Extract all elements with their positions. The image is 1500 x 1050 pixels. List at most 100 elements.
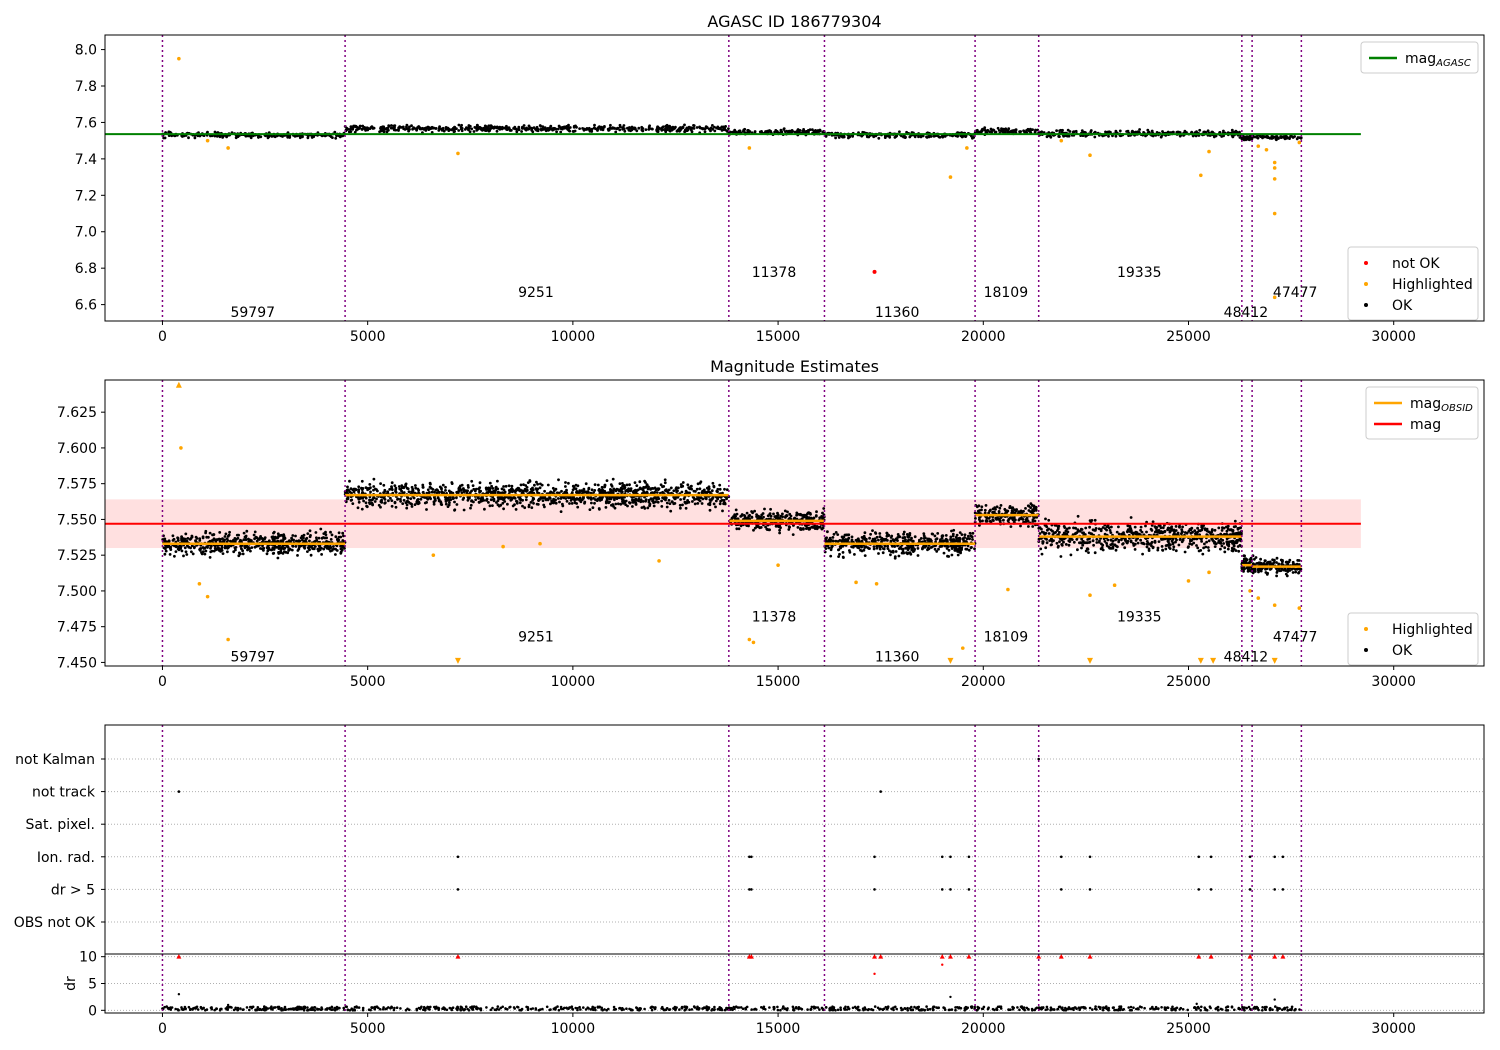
x-tick-label: 10000 — [551, 329, 596, 345]
ok-point — [1213, 545, 1217, 548]
ok-point — [932, 134, 936, 138]
ok-point — [227, 533, 231, 537]
ok-point — [462, 496, 466, 500]
ok-point — [603, 489, 607, 493]
ok-point — [597, 125, 601, 129]
ok-point — [338, 135, 342, 139]
highlighted-point — [1272, 295, 1277, 300]
ok-point — [437, 499, 441, 503]
ok-point — [597, 487, 601, 491]
ok-point — [1189, 539, 1192, 543]
ok-point — [614, 489, 618, 492]
ok-point — [813, 524, 816, 528]
ok-point — [967, 548, 971, 552]
ok-point — [1010, 516, 1014, 520]
highlighted-point — [1272, 177, 1277, 181]
ok-point — [385, 130, 389, 134]
ok-point — [1011, 506, 1015, 509]
ok-point — [837, 136, 841, 139]
ok-point — [753, 130, 757, 133]
ok-point — [813, 130, 816, 134]
ok-point — [1049, 528, 1053, 532]
highlighted-point — [1059, 138, 1064, 143]
ok-point — [1072, 130, 1075, 134]
ok-point — [625, 483, 629, 487]
ok-point — [796, 526, 800, 529]
ok-point — [1024, 507, 1027, 510]
highlighted-point — [456, 151, 460, 156]
ok-point — [720, 129, 724, 132]
ok-point — [557, 124, 561, 128]
ok-point — [245, 134, 249, 138]
ok-point — [634, 498, 638, 502]
ok-point — [490, 124, 493, 128]
ok-point — [557, 491, 561, 495]
ok-point — [628, 483, 631, 487]
ok-point — [922, 537, 926, 540]
ok-point — [364, 501, 368, 505]
ok-point — [1072, 540, 1076, 544]
ok-point — [470, 479, 474, 483]
ok-point — [857, 546, 861, 550]
ok-point — [988, 509, 991, 513]
ok-point — [447, 129, 451, 133]
ok-point — [478, 481, 482, 485]
ok-point — [854, 538, 858, 542]
ok-point — [347, 130, 351, 134]
ok-point — [1167, 537, 1170, 540]
legend-subscript: AGASC — [1435, 58, 1471, 69]
ok-point — [706, 126, 709, 130]
ok-point — [295, 539, 298, 543]
ok-point — [1153, 530, 1157, 534]
ok-point — [397, 129, 400, 132]
ok-point — [444, 485, 447, 489]
ok-point — [1045, 541, 1049, 545]
ok-point — [627, 487, 630, 491]
ok-point — [637, 126, 641, 130]
ok-point — [390, 485, 393, 488]
ok-point — [337, 538, 341, 542]
ok-point — [589, 496, 593, 500]
ok-point — [613, 498, 616, 502]
ok-point — [283, 537, 287, 540]
ok-point — [755, 515, 758, 518]
ok-point — [180, 549, 184, 553]
ok-point — [1027, 509, 1031, 512]
ok-point — [1093, 551, 1097, 555]
ok-point — [722, 498, 726, 502]
ok-point — [575, 502, 578, 505]
ok-point — [697, 497, 700, 500]
ok-point — [971, 538, 974, 541]
ok-point — [836, 540, 840, 543]
highlighted-point — [1088, 153, 1092, 158]
ok-point — [1217, 526, 1221, 530]
x-tick-label: 20000 — [961, 329, 1006, 345]
ok-point — [522, 124, 526, 127]
ok-point — [297, 545, 301, 549]
ok-point — [649, 487, 652, 491]
ok-point — [247, 546, 250, 549]
ok-point — [469, 506, 472, 510]
ok-point — [1129, 540, 1133, 544]
ok-point — [556, 497, 560, 500]
ok-point — [655, 126, 659, 130]
ok-point — [918, 540, 921, 544]
ok-point — [444, 489, 447, 492]
ok-point — [665, 501, 669, 505]
ok-point — [807, 130, 810, 133]
ok-point — [554, 498, 557, 502]
ok-point — [566, 125, 569, 129]
ok-point — [921, 134, 925, 138]
ok-point — [559, 130, 563, 134]
ok-point — [679, 483, 683, 486]
ok-point — [1076, 514, 1080, 518]
ok-point — [818, 129, 822, 133]
ok-point — [554, 501, 558, 505]
ok-point — [1109, 130, 1112, 134]
ok-point — [1219, 547, 1222, 551]
ok-point — [725, 488, 729, 492]
ok-point — [272, 530, 276, 534]
ok-point — [510, 487, 514, 491]
ok-point — [981, 127, 984, 131]
ok-point — [190, 550, 193, 554]
